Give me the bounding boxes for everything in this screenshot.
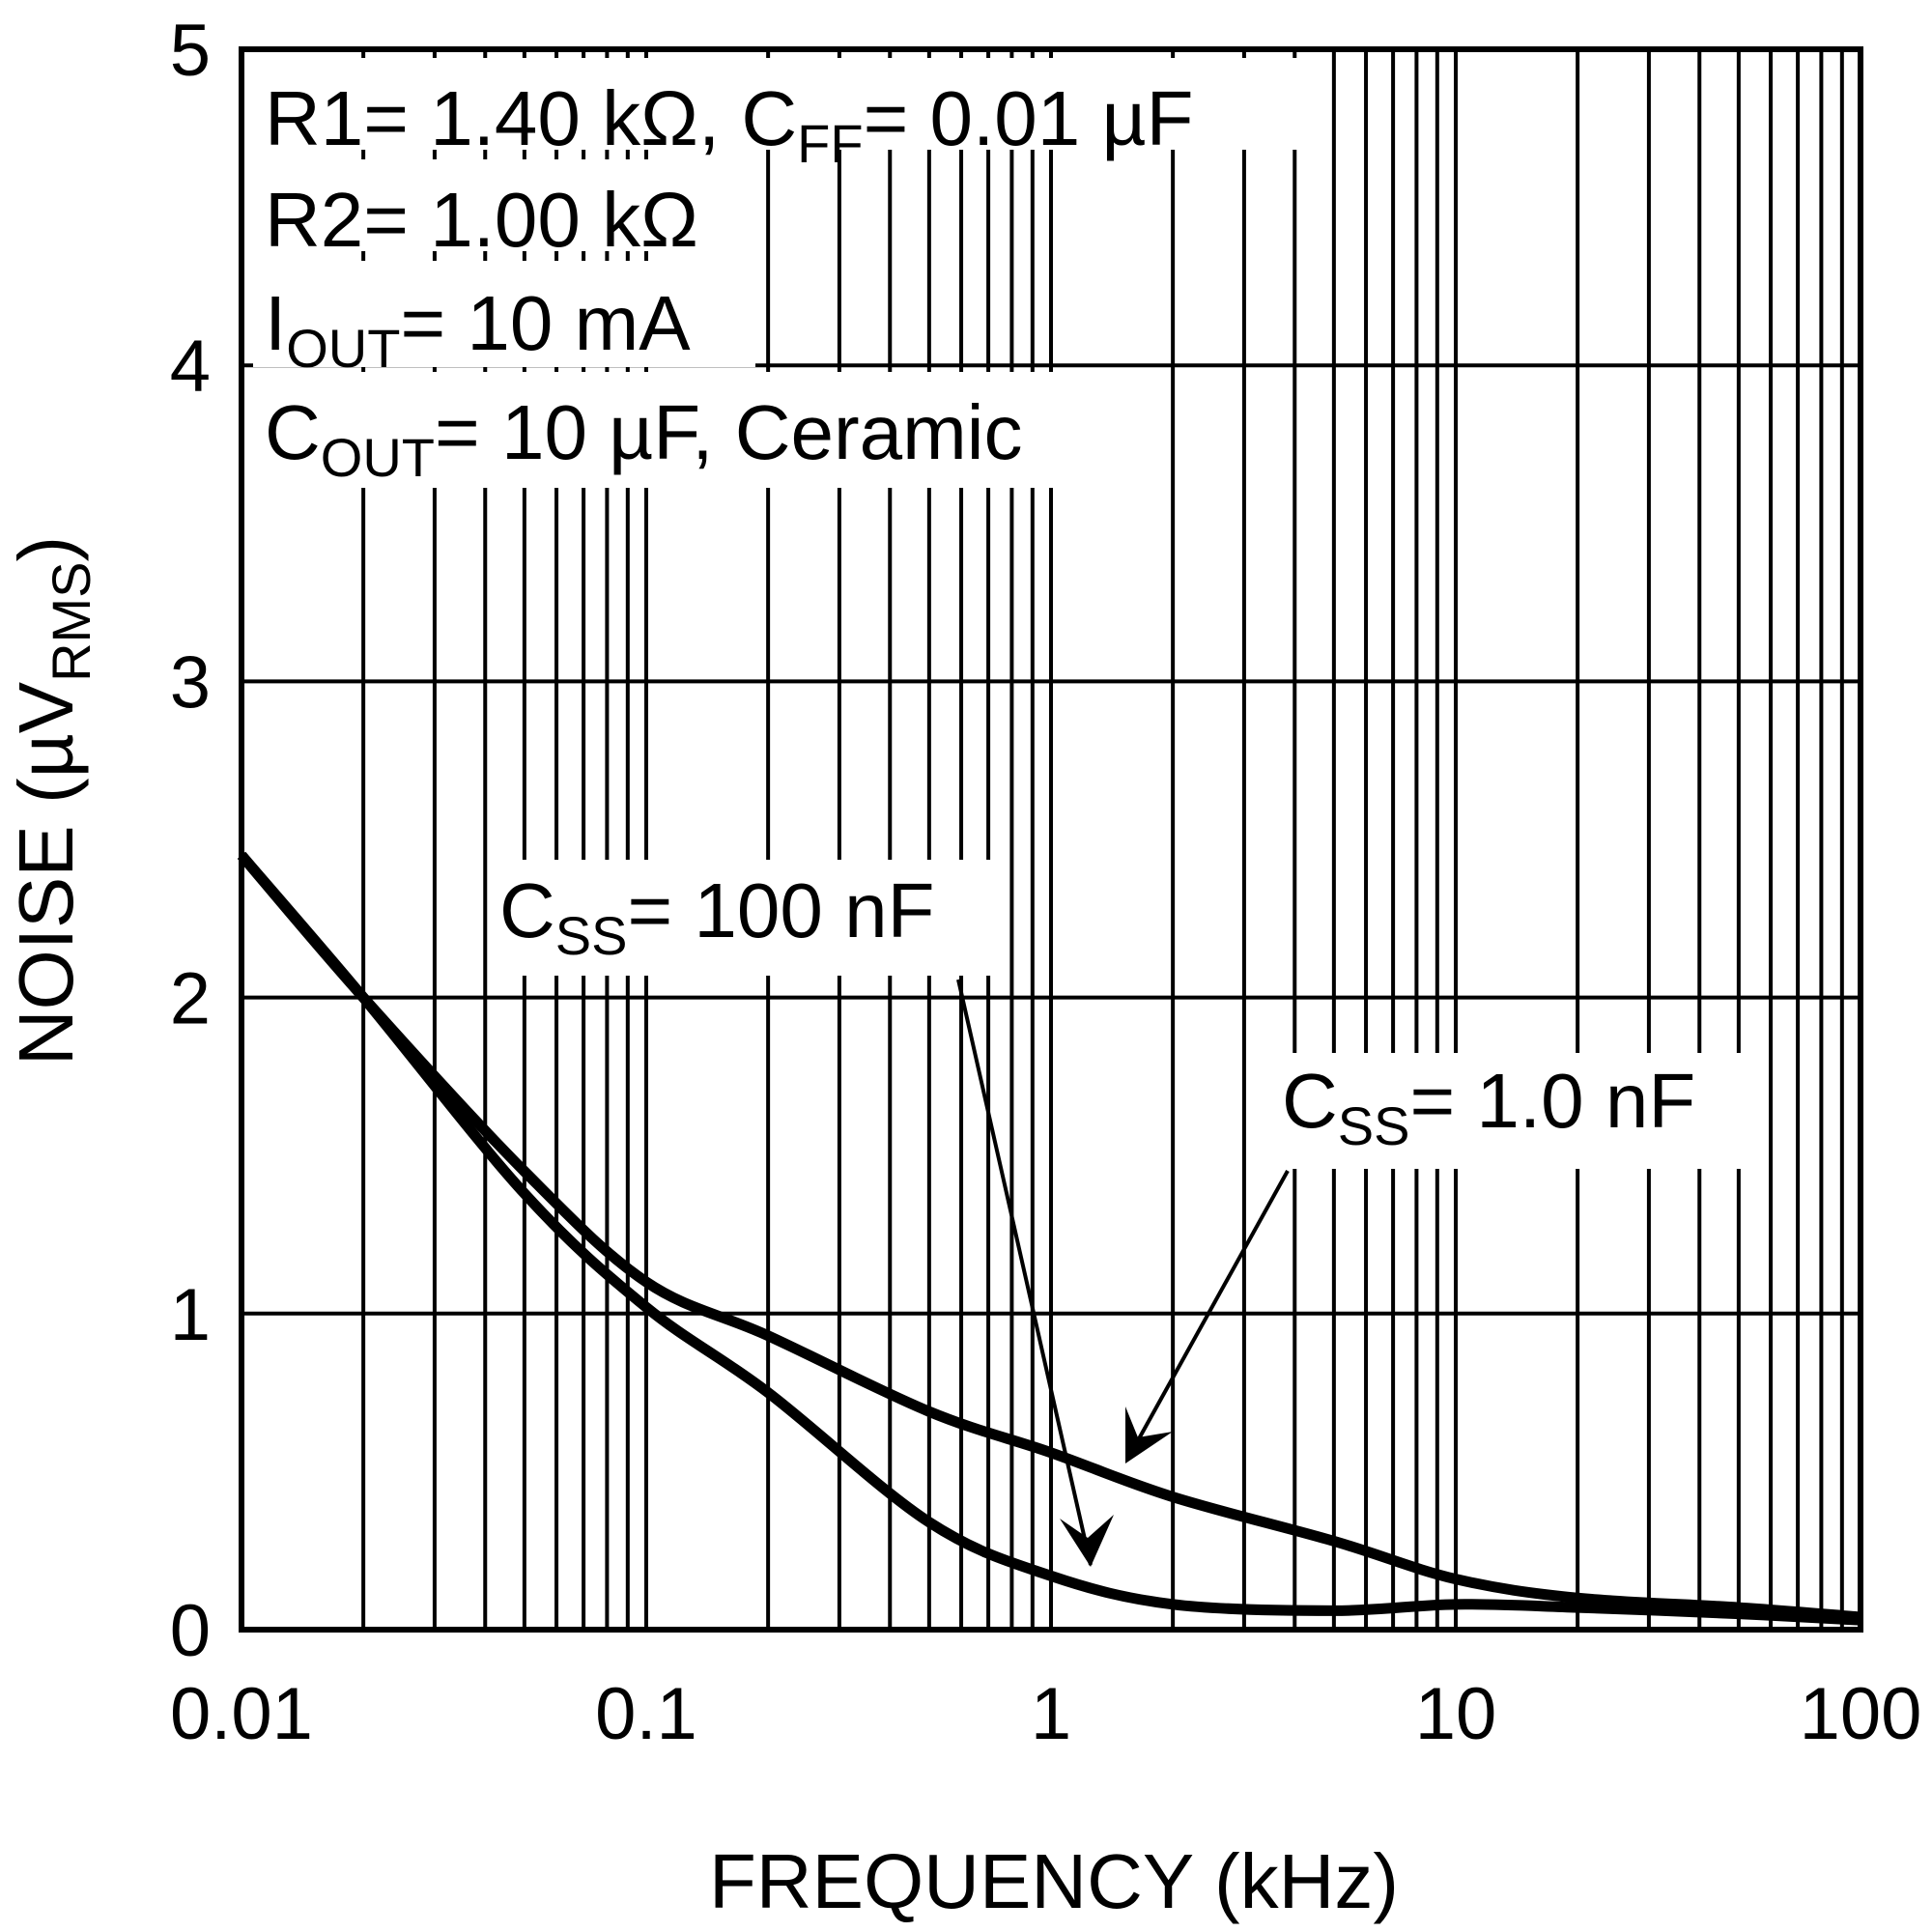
x-tick-label: 0.01	[170, 1673, 313, 1755]
svg-text:CSS= 100 nF: CSS= 100 nF	[499, 867, 935, 966]
x-axis-title: FREQUENCY (kHz)	[709, 1838, 1399, 1924]
svg-text:CSS= 1.0 nF: CSS= 1.0 nF	[1282, 1058, 1695, 1156]
plot-border	[239, 46, 1863, 1633]
y-tick-label: 1	[170, 1274, 211, 1356]
series-line-css-1nf	[237, 851, 1861, 1623]
arrowhead-1nf	[1125, 1406, 1173, 1463]
condition-iout: IOUT= 10 mA	[265, 280, 691, 379]
tick-labels: 0.01 0.1 1 10 100 0 1 2 3 4 5	[170, 10, 1922, 1755]
arrow-100nf	[956, 979, 1093, 1566]
y-axis-title: NOISE (µVRMS)	[3, 536, 101, 1065]
x-tick-label: 100	[1800, 1673, 1922, 1755]
conditions-annotation: R1= 1.40 kΩ, CFF= 0.01 µF R2= 1.00 kΩ IO…	[253, 58, 1325, 488]
x-tick-label: 1	[1031, 1673, 1071, 1755]
curves	[237, 851, 1861, 1626]
condition-cout: COUT= 10 µF, Ceramic	[265, 389, 1023, 488]
series-label-100nf: CSS= 100 nF	[488, 860, 1000, 976]
y-tick-label: 3	[170, 641, 211, 724]
arrowhead-100nf	[1060, 1515, 1114, 1567]
series-line-css-100nf	[237, 851, 1861, 1626]
arrow-1nf	[1125, 1170, 1290, 1461]
condition-r2: R2= 1.00 kΩ	[265, 177, 698, 263]
y-tick-label: 0	[170, 1590, 211, 1672]
y-tick-label: 4	[170, 326, 211, 408]
y-tick-label: 2	[170, 958, 211, 1040]
condition-r1-cff: R1= 1.40 kΩ, CFF= 0.01 µF	[265, 75, 1193, 174]
x-tick-label: 10	[1415, 1673, 1497, 1755]
x-tick-label: 0.1	[595, 1673, 697, 1755]
series-label-1nf: CSS= 1.0 nF	[1270, 1053, 1753, 1169]
y-tick-label: 5	[170, 10, 211, 92]
